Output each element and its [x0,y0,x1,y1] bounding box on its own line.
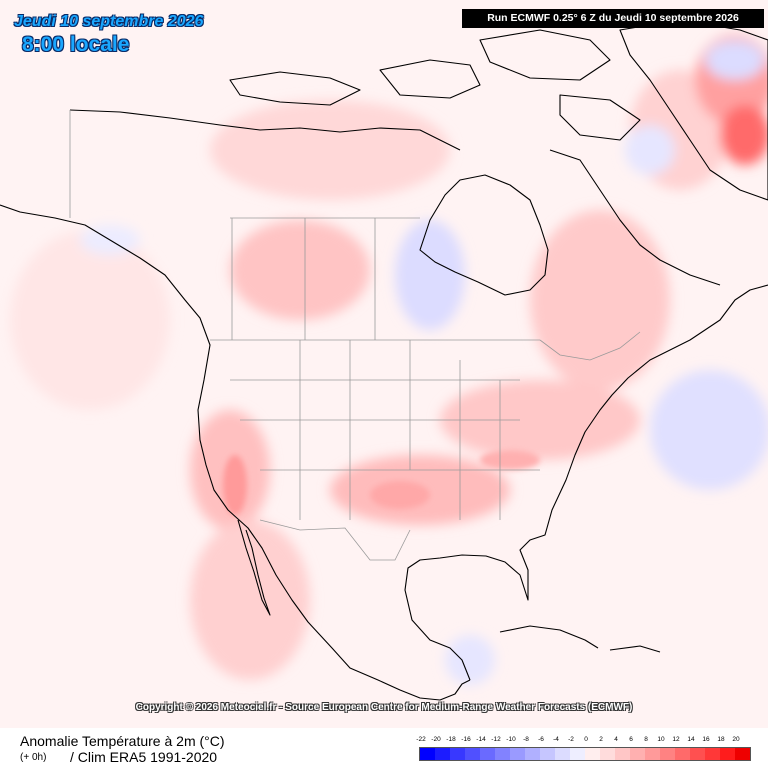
legend-label: 6 [629,736,633,743]
legend-label: -6 [538,736,544,743]
legend-label: 10 [657,736,665,743]
legend-label: 8 [644,736,648,743]
anomaly-field [10,35,768,685]
legend-swatch [675,748,690,760]
legend-label: -18 [446,736,456,743]
variable-title: Anomalie Température à 2m (°C) [20,733,225,749]
legend-swatch [660,748,675,760]
legend-swatch [510,748,525,760]
lead-time: (+ 0h) [20,752,47,763]
legend-swatch [615,748,630,760]
legend-swatch [735,748,750,760]
legend-swatch [465,748,480,760]
legend-bar [419,747,751,761]
legend-label: 2 [599,736,603,743]
legend-label: -10 [506,736,516,743]
legend-label: 4 [614,736,618,743]
legend-swatch [480,748,495,760]
legend-swatch [600,748,615,760]
legend-swatch [450,748,465,760]
legend-label: 14 [687,736,695,743]
legend-swatch [585,748,600,760]
legend-label: -14 [476,736,486,743]
legend-swatch [630,748,645,760]
legend-swatch [690,748,705,760]
legend-label: -4 [553,736,559,743]
legend-swatch [720,748,735,760]
legend-label: -16 [461,736,471,743]
legend-label: 0 [584,736,588,743]
climatology-label: / Clim ERA5 1991-2020 [70,749,218,765]
legend-swatch [420,748,435,760]
anomaly-map [0,0,768,728]
anomaly-field-detail [223,450,540,515]
legend-swatch [540,748,555,760]
legend-label: 18 [717,736,725,743]
legend-label: -20 [431,736,441,743]
forecast-date: Jeudi 10 septembre 2026 [14,13,204,30]
legend-label: -2 [568,736,574,743]
legend-label: 20 [732,736,740,743]
legend-swatch [435,748,450,760]
borders [69,110,641,561]
footer: Anomalie Température à 2m (°C) (+ 0h) / … [0,728,768,768]
legend-label: -8 [523,736,529,743]
color-legend: -22 -20 -18 -16 -14 -12 -10 -8 -6 -4 -2 0 2 4 6 8 10 12 14… [416,736,751,766]
legend-swatch [705,748,720,760]
legend-label: 12 [672,736,680,743]
local-time: 8:00 locale [22,33,130,56]
legend-labels: -22 -20 -18 -16 -14 -12 -10 -8 -6 -4 -2 0 2 4 6 8 10 12 14… [416,736,751,746]
legend-swatch [570,748,585,760]
legend-label: 16 [702,736,710,743]
run-info-banner: Run ECMWF 0.25° 6 Z du Jeudi 10 septembr… [462,9,764,28]
legend-swatch [495,748,510,760]
coastlines [0,19,768,701]
legend-swatch [555,748,570,760]
legend-swatch [525,748,540,760]
legend-label: -22 [416,736,426,743]
legend-label: -12 [491,736,501,743]
legend-swatch [645,748,660,760]
copyright-notice: Copyright © 2026 Meteociel.fr - Source E… [135,702,633,713]
